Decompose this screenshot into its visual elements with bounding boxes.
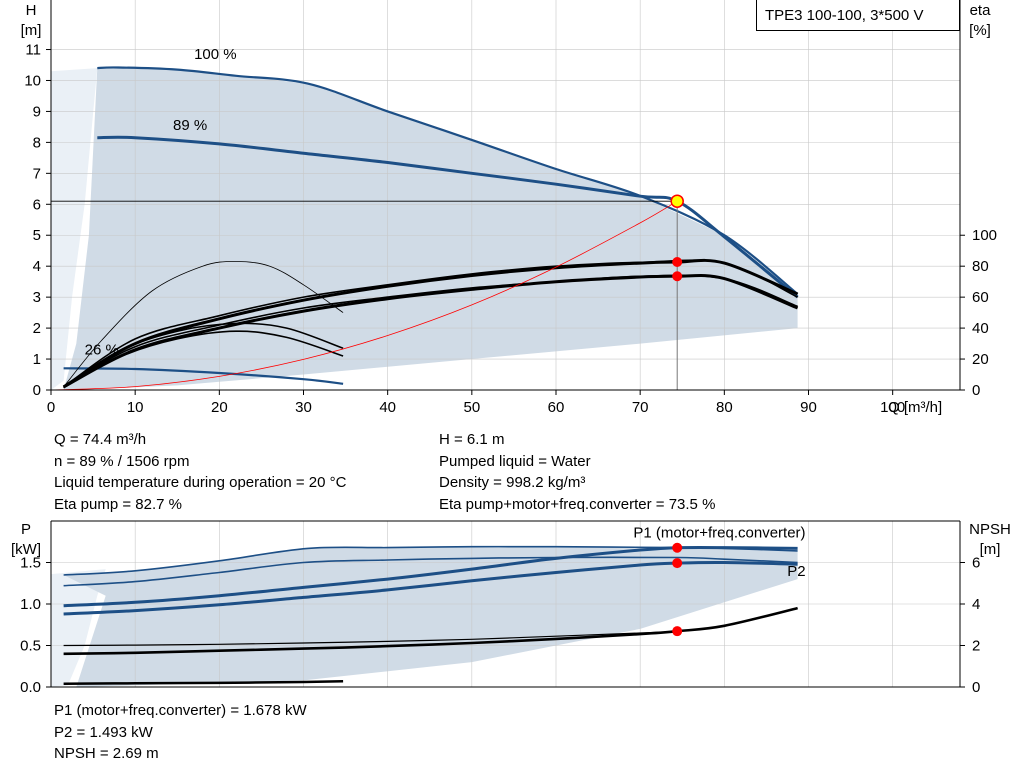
y-axis-unit: [m]: [21, 22, 42, 39]
npsh-curve: [63, 607, 798, 647]
y-right-tick-label: 2: [972, 638, 980, 655]
x-axis-title: Q [m³/h]: [888, 399, 942, 416]
y-tick-label: 8: [33, 134, 41, 151]
y-tick-label: 9: [33, 103, 41, 120]
y-axis-title: P: [21, 521, 31, 538]
top-info-left: Q = 74.4 m³/h n = 89 % / 1506 rpm Liquid…: [54, 429, 346, 515]
x-tick-label: 60: [548, 399, 565, 416]
head-value: H = 6.1 m: [439, 431, 505, 448]
power-operating-point: [672, 558, 683, 569]
speed-label: 89 %: [173, 117, 207, 134]
y-tick-label: 1: [33, 351, 41, 368]
speed-value: n = 89 % / 1506 rpm: [54, 452, 190, 470]
efficiency-curve: [63, 322, 344, 389]
y-right-axis-unit: [%]: [969, 22, 991, 39]
head-curve: [63, 367, 344, 385]
speed-label: 100 %: [194, 46, 237, 63]
y-tick-label: 0: [33, 382, 41, 399]
series-label: P2: [787, 563, 805, 580]
y-tick-label: 0.5: [20, 638, 41, 655]
y-tick-label: 5: [33, 227, 41, 244]
y-right-tick-label: 0: [972, 679, 980, 696]
power-curve: [63, 556, 798, 587]
npsh-value: NPSH = 2.69 m: [54, 745, 159, 762]
system-curve: [50, 200, 678, 391]
speed-label: 26 %: [85, 341, 119, 358]
power-curve: [63, 545, 798, 608]
power-area: [63, 546, 798, 687]
y-tick-label: 11: [25, 42, 41, 59]
y-right-tick-label: 80: [972, 258, 989, 275]
y-right-tick-label: 40: [972, 320, 989, 337]
top-info-right: H = 6.1 m Pumped liquid = Water Density …: [439, 429, 715, 515]
y-right-axis-title: eta: [970, 2, 992, 19]
x-tick-label: 10: [127, 399, 144, 416]
bottom-info: P1 (motor+freq.converter) = 1.678 kW P2 …: [54, 700, 307, 765]
liquid-temperature-value: Liquid temperature during operation = 20…: [54, 474, 347, 491]
x-tick-label: 50: [463, 399, 480, 416]
y-tick-label: 1.5: [20, 555, 41, 572]
power-curve: [63, 679, 344, 685]
efficiency-curve: [62, 274, 799, 389]
x-tick-label: 30: [295, 399, 312, 416]
y-right-tick-label: 20: [972, 351, 989, 368]
x-tick-label: 20: [211, 399, 228, 416]
series-label: P1 (motor+freq.converter): [633, 525, 805, 542]
y-tick-label: 2: [33, 320, 41, 337]
y-tick-label: 1.0: [20, 596, 41, 613]
y-tick-label: 3: [33, 289, 41, 306]
power-operating-point: [672, 542, 683, 553]
efficiency-point: [672, 271, 683, 282]
y-tick-label: 10: [24, 72, 41, 89]
flow-value: Q = 74.4 m³/h: [54, 431, 147, 448]
efficiency-point: [672, 257, 683, 268]
power-curve: [63, 560, 798, 616]
y-right-axis-title: NPSH: [969, 521, 1011, 538]
head-curve: [97, 66, 799, 295]
efficiency-curve: [63, 261, 344, 388]
y-right-tick-label: 100: [972, 227, 997, 244]
x-tick-label: 70: [632, 399, 649, 416]
p2-value: P2 = 1.493 kW: [54, 723, 153, 741]
operating-area-light: [51, 68, 98, 390]
head-efficiency-chart: 100 % 89 % 26 % 0 1 2 3 4 5 6 7 8 9 10 11 0 10 20 30 40 50 60…: [21, 0, 997, 416]
y-tick-label: 4: [33, 258, 41, 275]
operating-point: [670, 194, 684, 208]
model-label-box: TPE3 100-100, 3*500 V: [756, 0, 960, 31]
p1-value: P1 (motor+freq.converter) = 1.678 kW: [54, 702, 307, 719]
eta-total-value: Eta pump+motor+freq.converter = 73.5 %: [439, 495, 716, 513]
head-curve: [97, 135, 799, 299]
y-right-tick-label: 4: [972, 596, 980, 613]
y-right-tick-label: 0: [972, 382, 980, 399]
x-tick-label: 40: [379, 399, 396, 416]
x-tick-label: 100: [880, 399, 905, 416]
y-tick-label: 7: [33, 165, 41, 182]
density-value: Density = 998.2 kg/m³: [439, 474, 586, 491]
y-axis-unit: [kW]: [11, 541, 41, 558]
y-right-tick-label: 6: [972, 555, 980, 572]
x-tick-label: 80: [716, 399, 733, 416]
pumped-liquid-value: Pumped liquid = Water: [439, 452, 591, 470]
eta-pump-value: Eta pump = 82.7 %: [54, 495, 182, 513]
power-area-light: [51, 569, 106, 687]
power-operating-point: [672, 626, 683, 637]
y-tick-label: 0.0: [20, 679, 41, 696]
y-right-tick-label: 60: [972, 289, 989, 306]
y-tick-label: 6: [33, 196, 41, 213]
x-tick-label: 0: [47, 399, 55, 416]
model-label: TPE3 100-100, 3*500 V: [765, 7, 924, 24]
y-axis-title: H: [26, 2, 37, 19]
efficiency-curve: [63, 330, 344, 389]
power-npsh-chart: P1 (motor+freq.converter)P20.00.51.01.50…: [11, 520, 1011, 696]
x-tick-label: 90: [800, 399, 817, 416]
y-right-axis-unit: [m]: [980, 541, 1001, 558]
